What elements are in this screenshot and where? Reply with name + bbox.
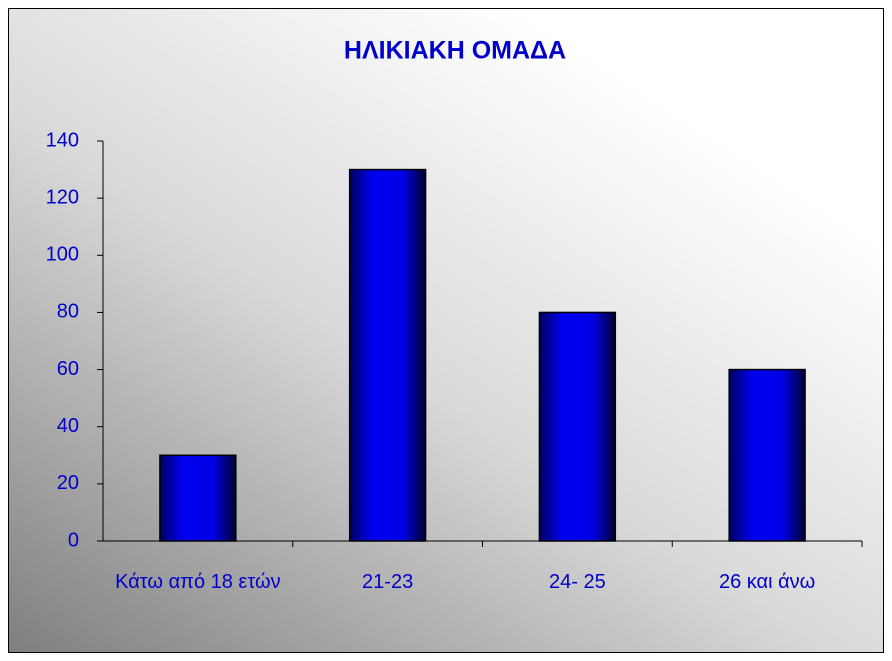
y-tick-label: 60 [57,358,79,380]
bar [538,311,617,542]
y-tick-label: 120 [46,186,79,208]
bar [728,368,806,542]
x-tick-label: 21-23 [362,571,414,593]
y-tick-label: 80 [57,301,79,323]
x-tick-label: 26 και άνω [718,571,816,593]
y-tick-label: 100 [46,244,79,266]
bar [159,454,237,542]
x-tick-label: Κάτω από 18 ετών [115,571,281,593]
chart-title: ΗΛΙΚΙΑΚΗ ΟΜΑΔΑ [344,37,566,65]
y-tick-label: 20 [57,472,79,494]
chart-area [8,8,884,653]
y-tick-label: 0 [68,529,79,551]
y-tick-label: 140 [46,129,79,151]
y-tick-label: 40 [57,415,79,437]
x-tick-label: 24- 25 [549,571,606,593]
bar [348,168,427,542]
